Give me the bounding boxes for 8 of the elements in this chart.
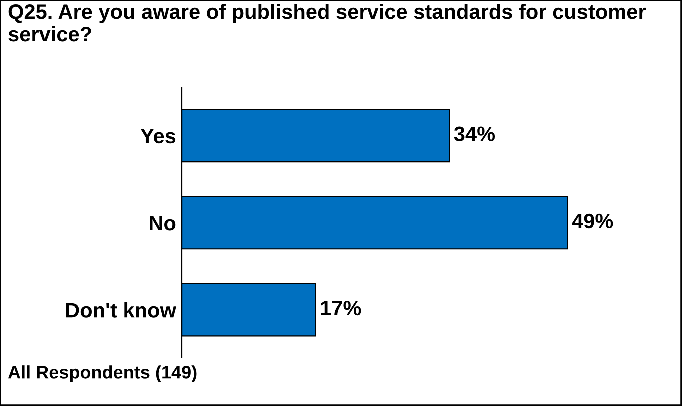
y-tick-label: No (150, 216, 176, 231)
chart-title: Q25. Are you aware of published service standards for customer service? (8, 4, 646, 42)
data-label: 17% (321, 300, 362, 316)
y-tick-label: Yes (140, 129, 176, 144)
data-label: 49% (572, 214, 614, 229)
data-label: 34% (454, 126, 496, 142)
text: All Respondents (149) (8, 366, 197, 382)
y-tick-label: Don't know (66, 302, 176, 318)
